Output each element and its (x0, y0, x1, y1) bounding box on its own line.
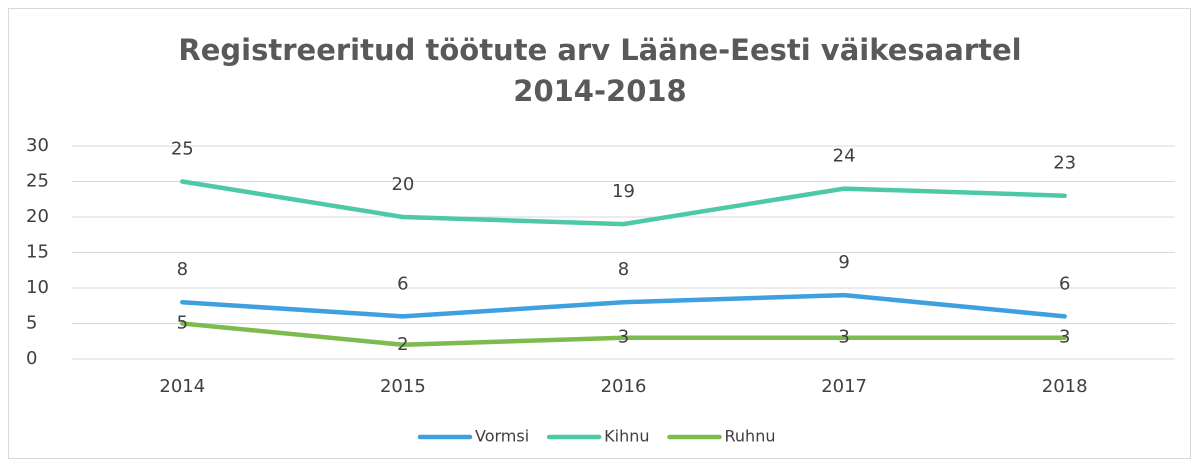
x-tick-label: 2014 (159, 376, 205, 397)
data-label: 6 (1059, 273, 1070, 294)
data-label: 25 (171, 139, 194, 160)
data-label: 24 (833, 146, 856, 167)
x-tick-label: 2016 (601, 376, 647, 397)
data-label: 20 (391, 174, 414, 195)
x-tick-label: 2018 (1042, 376, 1088, 397)
data-label: 3 (838, 327, 849, 348)
y-tick-label: 25 (26, 171, 49, 192)
y-tick-label: 0 (26, 348, 37, 369)
x-tick-label: 2015 (380, 376, 426, 397)
data-label: 3 (1059, 327, 1070, 348)
y-tick-label: 5 (26, 313, 37, 334)
y-tick-label: 30 (26, 135, 49, 156)
data-label: 8 (177, 259, 188, 280)
data-label: 23 (1053, 153, 1076, 174)
y-tick-label: 10 (26, 277, 49, 298)
chart-border (8, 8, 1191, 459)
data-label: 3 (618, 327, 629, 348)
data-label: 5 (177, 313, 188, 334)
data-label: 9 (838, 252, 849, 273)
x-tick-label: 2017 (821, 376, 867, 397)
y-tick-label: 15 (26, 242, 49, 263)
legend-label: Ruhnu (725, 427, 776, 446)
data-label: 8 (618, 259, 629, 280)
data-label: 19 (612, 181, 635, 202)
legend-label: Vormsi (475, 427, 529, 446)
series-line (180, 292, 1067, 319)
data-label: 6 (397, 273, 408, 294)
chart-title: Registreeritud töötute arv Lääne-Eesti v… (178, 33, 1022, 108)
y-tick-label: 20 (26, 206, 49, 227)
data-label: 2 (397, 334, 408, 355)
series-line (180, 179, 1067, 227)
legend-label: Kihnu (604, 427, 649, 446)
series-line (180, 321, 1067, 348)
